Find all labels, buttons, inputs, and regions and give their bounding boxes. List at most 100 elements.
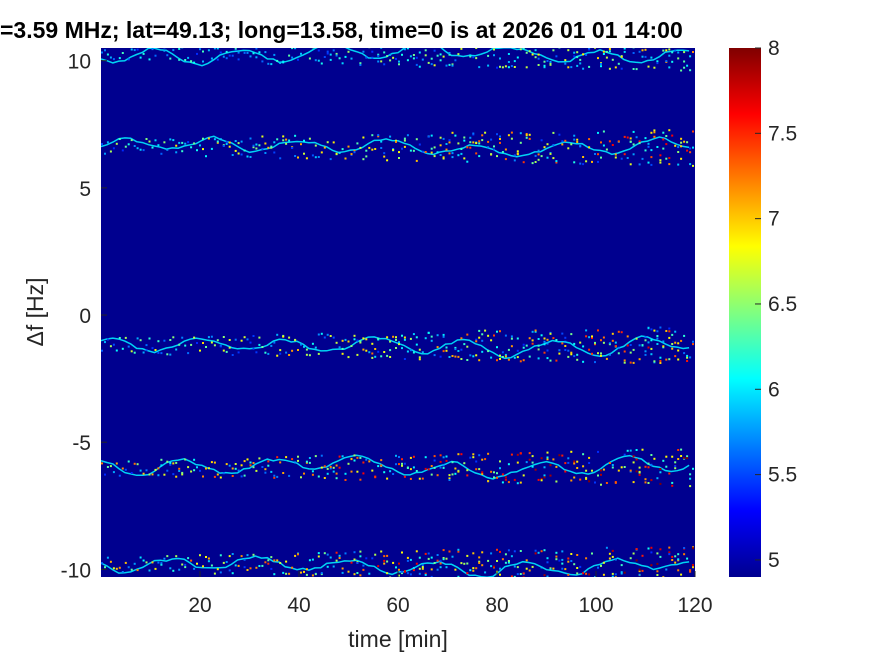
trace-pixel (632, 552, 635, 555)
trace-pixel (353, 558, 356, 561)
trace-pixel (466, 44, 468, 46)
trace-pixel (421, 150, 424, 153)
trace-pixel (579, 478, 582, 481)
trace-pixel (653, 135, 656, 138)
trace-pixel (481, 339, 484, 342)
trace-pixel (552, 157, 555, 160)
trace-pixel (576, 353, 579, 356)
trace-pixel (623, 571, 626, 574)
trace-pixel (297, 553, 299, 556)
trace-pixel (427, 331, 430, 334)
trace-pixel (493, 577, 495, 579)
trace-pixel (353, 454, 356, 457)
trace-pixel (338, 557, 341, 559)
trace-pixel (665, 465, 668, 468)
trace-pixel (418, 556, 421, 559)
trace-pixel (448, 141, 451, 144)
trace-pixel (600, 352, 602, 355)
trace-pixel (398, 60, 400, 63)
trace-pixel (181, 141, 184, 144)
trace-pixel (323, 552, 326, 555)
trace-pixel (469, 569, 472, 572)
trace-pixel (112, 567, 115, 570)
trace-pixel (588, 65, 591, 68)
trace-pixel (433, 466, 436, 469)
trace-pixel (555, 555, 558, 558)
trace-pixel (300, 476, 302, 479)
trace-pixel (564, 470, 567, 473)
trace-pixel (243, 51, 246, 54)
trace-pixel (401, 334, 403, 337)
trace-pixel (671, 455, 674, 458)
trace-pixel (178, 470, 181, 472)
trace-pixel (403, 48, 406, 51)
trace-pixel (585, 557, 588, 560)
colorbar-tick-label: 6 (768, 378, 780, 401)
trace-pixel (130, 48, 133, 51)
trace-pixel (252, 466, 255, 469)
trace-pixel (481, 551, 484, 554)
trace-pixel (389, 59, 392, 62)
trace-pixel (243, 558, 246, 561)
trace-pixel (398, 63, 400, 66)
trace-pixel (662, 576, 665, 577)
trace-pixel (270, 146, 273, 149)
trace-pixel (659, 362, 662, 364)
trace-pixel (576, 567, 579, 569)
trace-pixel (392, 149, 395, 151)
trace-pixel (602, 341, 605, 344)
trace-pixel (442, 335, 445, 338)
trace-pixel (573, 55, 576, 58)
trace-pixel (142, 351, 145, 354)
trace-pixel (300, 343, 302, 346)
trace-pixel (406, 466, 409, 469)
trace-pixel (380, 459, 383, 462)
trace-pixel (460, 148, 463, 150)
trace-pixel (433, 146, 436, 149)
trace-pixel (362, 348, 365, 351)
trace-pixel (409, 558, 412, 561)
trace-pixel (546, 575, 549, 577)
trace-pixel (677, 558, 680, 561)
trace-pixel (487, 64, 490, 67)
trace-pixel (424, 456, 427, 459)
trace-pixel (101, 143, 103, 146)
trace-pixel (415, 562, 418, 565)
trace-pixel (199, 469, 201, 472)
trace-pixel (350, 457, 353, 460)
trace-pixel (644, 48, 647, 51)
trace-pixel (418, 356, 421, 359)
trace-pixel (403, 570, 406, 573)
trace-pixel (457, 142, 460, 145)
trace-pixel (650, 149, 653, 152)
trace-pixel (106, 53, 109, 56)
trace-pixel (573, 355, 576, 358)
trace-pixel (594, 576, 596, 577)
trace-pixel (656, 330, 659, 333)
trace-pixel (219, 51, 222, 54)
trace-pixel (187, 466, 190, 469)
trace-pixel (237, 564, 240, 567)
trace-pixel (430, 147, 433, 150)
trace-pixel (288, 54, 291, 57)
trace-pixel (513, 575, 516, 577)
trace-pixel (671, 555, 674, 558)
trace-pixel (258, 343, 261, 346)
trace-pixel (591, 335, 593, 338)
trace-pixel (510, 453, 513, 456)
trace-pixel (371, 557, 374, 560)
trace-pixel (472, 552, 475, 555)
trace-pixel (490, 470, 493, 473)
trace-pixel (567, 147, 570, 150)
trace-pixel (350, 561, 353, 564)
trace-pixel (106, 141, 109, 144)
trace-pixel (241, 46, 243, 48)
trace-pixel (469, 141, 472, 144)
trace-pixel (620, 67, 623, 70)
trace-pixel (558, 352, 561, 355)
trace-pixel (638, 50, 641, 53)
trace-pixel (579, 341, 582, 344)
trace-pixel (335, 152, 338, 155)
trace-pixel (638, 466, 641, 469)
